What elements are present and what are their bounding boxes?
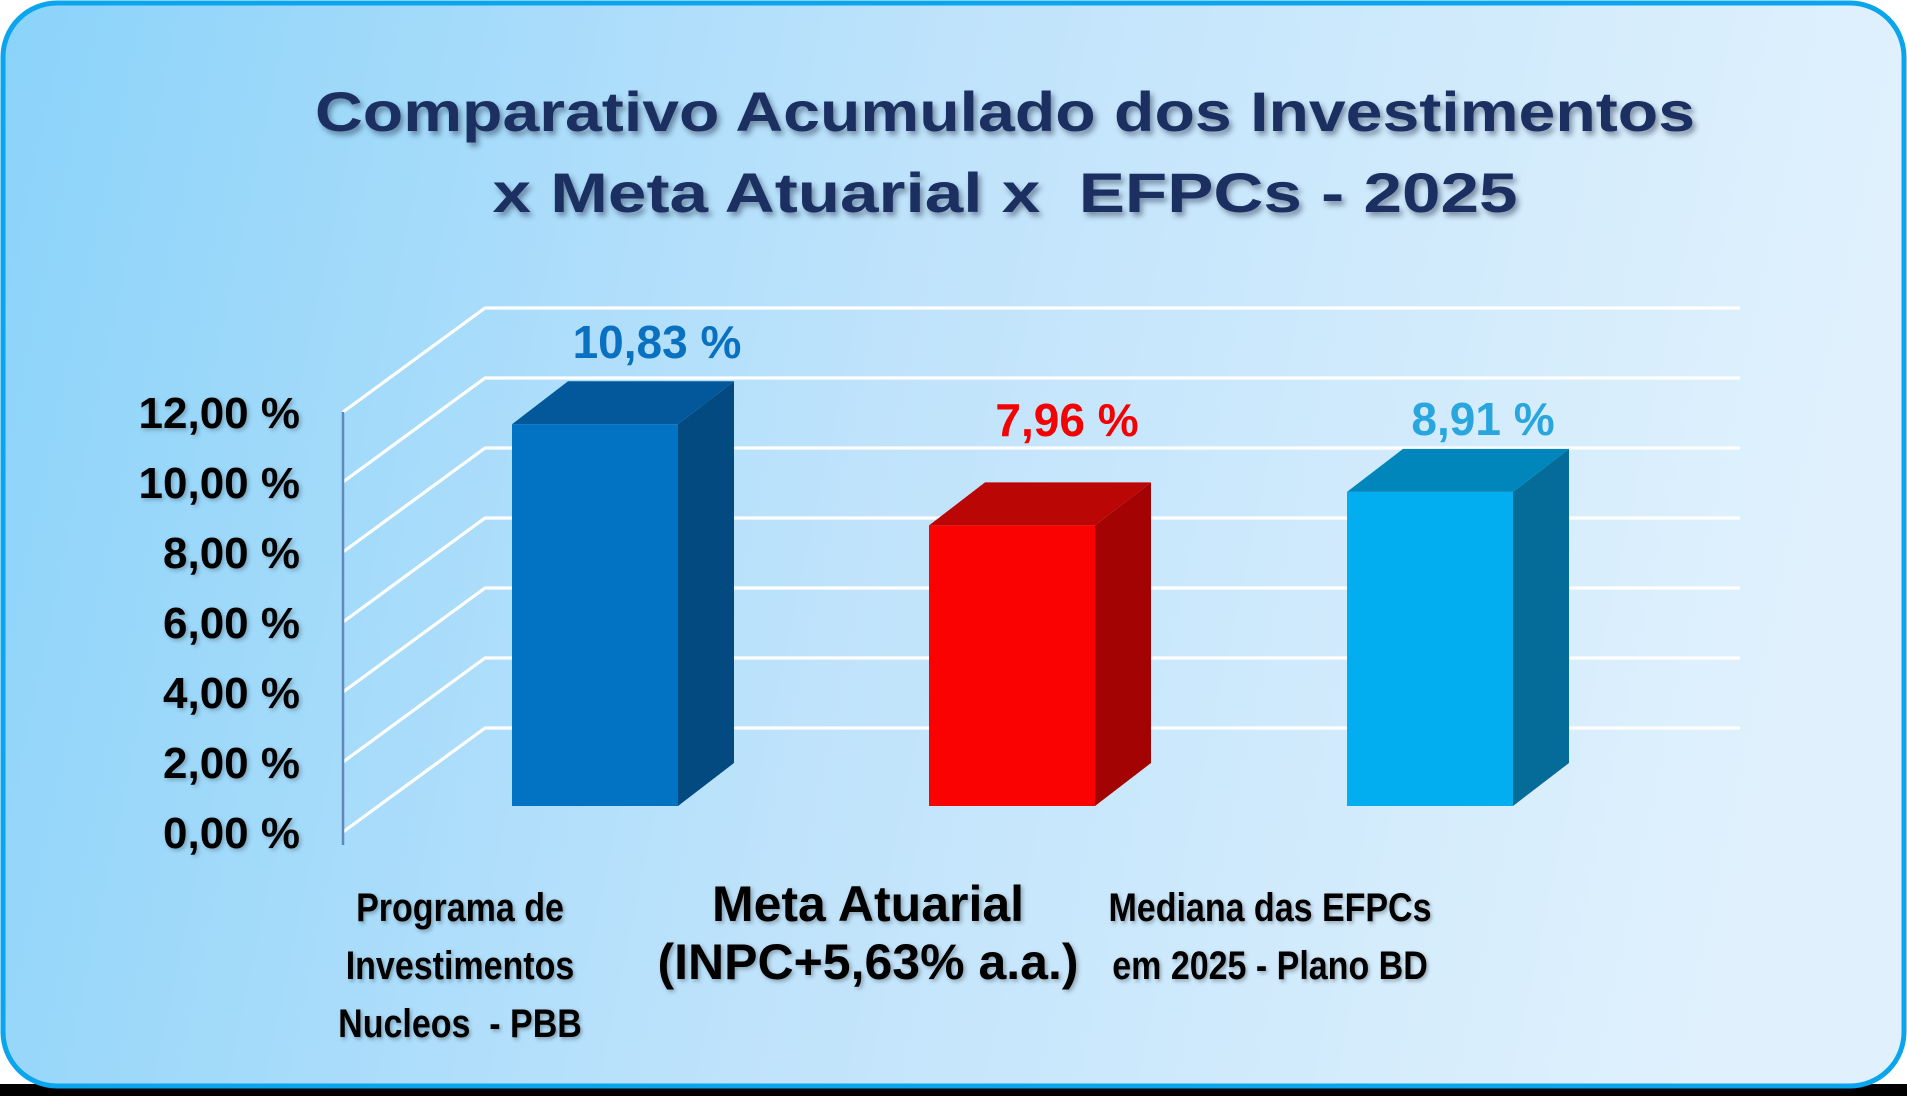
bar-value-label: 7,96 %	[995, 394, 1138, 446]
y-tick-label: 6,00 %	[163, 599, 300, 648]
title-line-1: Comparativo Acumulado dos Investimentos	[315, 80, 1695, 143]
y-tick-label: 12,00 %	[139, 389, 300, 438]
bar-top-face	[512, 381, 734, 425]
bar-front-face	[929, 525, 1095, 806]
category-label-line: Mediana das EFPCs	[1108, 884, 1431, 929]
y-tick-label: 2,00 %	[163, 739, 300, 788]
category-label-line: Investimentos	[346, 942, 575, 987]
y-tick-label: 4,00 %	[163, 669, 300, 718]
value-labels: 10,83 % 7,96 % 8,91 %	[573, 316, 1555, 446]
gridline	[342, 446, 1740, 554]
bar-side-face	[1513, 448, 1569, 806]
gridline	[342, 516, 1740, 624]
bar-3d	[512, 381, 734, 806]
y-tick-label: 8,00 %	[163, 529, 300, 578]
bar-front-face	[1347, 491, 1513, 806]
title-line-2: x Meta Atuarial x EFPCs - 2025	[493, 161, 1518, 224]
gridline	[342, 376, 1740, 484]
category-label-line: (INPC+5,63% a.a.)	[657, 934, 1078, 990]
category-label: Meta Atuarial(INPC+5,63% a.a.)	[657, 876, 1078, 990]
chart-title: Comparativo Acumulado dos Investimentos …	[315, 80, 1695, 224]
bar-top-face	[929, 482, 1151, 526]
bar-front-face	[512, 424, 678, 806]
gridline	[342, 306, 1740, 414]
category-labels: Programa de Investimentos Nucleos - PBB Met…	[338, 876, 1431, 1046]
bar-side-face	[678, 381, 734, 806]
bar-value-label: 8,91 %	[1411, 393, 1554, 445]
bar-top-face	[1347, 448, 1569, 492]
bar-side-face	[1095, 482, 1151, 806]
gridlines	[342, 306, 1740, 834]
category-label-line: Meta Atuarial	[712, 876, 1024, 932]
category-label-line: Programa de	[356, 884, 564, 929]
y-tick-label: 0,00 %	[163, 809, 300, 858]
category-label-line: Nucleos - PBB	[338, 1000, 582, 1045]
bars	[512, 381, 1569, 806]
bar-3d	[1347, 448, 1569, 806]
category-label-line: em 2025 - Plano BD	[1112, 942, 1427, 987]
gridline	[342, 586, 1740, 694]
gridline	[342, 656, 1740, 764]
y-axis-labels: 12,00 % 10,00 % 8,00 % 6,00 % 4,00 % 2,00 % 0,…	[139, 389, 300, 858]
bar-3d	[929, 482, 1151, 806]
category-label: Mediana das EFPCs em 2025 - Plano BD	[1108, 884, 1431, 987]
bar-value-label: 10,83 %	[573, 316, 742, 368]
gridline	[342, 726, 1740, 834]
y-tick-label: 10,00 %	[139, 459, 300, 508]
category-label: Programa de Investimentos Nucleos - PBB	[338, 884, 582, 1045]
